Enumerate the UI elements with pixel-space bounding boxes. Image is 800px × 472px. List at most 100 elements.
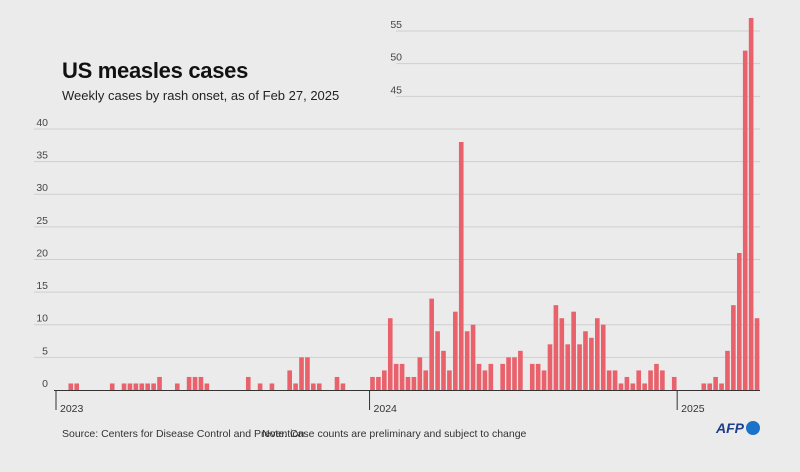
bar [595, 318, 600, 390]
y-tick-label: 45 [390, 84, 402, 96]
bar [139, 383, 145, 390]
y-tick-label: 30 [36, 182, 48, 194]
bar [618, 383, 624, 390]
bar [334, 376, 340, 390]
bar [405, 376, 411, 390]
bar [725, 350, 730, 390]
bar [387, 318, 393, 390]
bar [464, 331, 470, 390]
bar [458, 142, 464, 390]
bar [245, 376, 251, 390]
bar [589, 337, 594, 390]
y-tick-label: 15 [36, 280, 48, 292]
bar [174, 383, 180, 390]
y-tick-label: 10 [36, 313, 48, 325]
bar [482, 370, 488, 390]
bar [512, 357, 517, 390]
bar [399, 363, 405, 390]
bar [719, 383, 724, 390]
bar [624, 376, 630, 390]
bar [754, 318, 760, 390]
bar [376, 376, 381, 390]
bar [518, 350, 523, 390]
bar [305, 357, 310, 390]
y-tick-label: 35 [36, 150, 48, 162]
bar [648, 370, 653, 390]
bar [393, 363, 399, 390]
bar [636, 370, 642, 390]
bar [198, 376, 204, 390]
bar [535, 363, 541, 390]
bar [707, 383, 713, 390]
bar [470, 324, 476, 390]
bar [441, 350, 446, 390]
bar [612, 370, 618, 390]
bar [204, 383, 210, 390]
bar [186, 376, 192, 390]
bar [660, 370, 665, 390]
afp-logo: AFP [716, 420, 760, 436]
bar [565, 344, 571, 390]
chart-title: US measles cases [62, 58, 249, 83]
bar [731, 305, 736, 390]
bar [506, 357, 511, 390]
bar [145, 383, 151, 390]
bar [748, 18, 754, 390]
bar [453, 311, 458, 390]
y-tick-label: 0 [42, 378, 48, 390]
bar [257, 383, 263, 390]
bar [435, 331, 440, 390]
bar [736, 252, 742, 390]
bar [559, 318, 565, 390]
bar [68, 383, 74, 390]
bar [577, 344, 582, 390]
x-tick-label: 2024 [374, 403, 398, 415]
afp-logo-text: AFP [716, 420, 744, 436]
bar [701, 383, 707, 390]
bar [429, 298, 434, 390]
bar [133, 383, 139, 390]
bar [654, 363, 659, 390]
bar [488, 363, 494, 390]
bar [541, 370, 547, 390]
bar [553, 305, 559, 390]
bar [671, 376, 677, 390]
bar [476, 363, 482, 390]
bar [370, 376, 375, 390]
bar [600, 324, 606, 390]
x-tick-label: 2023 [60, 403, 84, 415]
bar [269, 383, 275, 390]
bar [340, 383, 346, 390]
bar [529, 363, 535, 390]
bar [109, 383, 115, 390]
bar [417, 357, 423, 390]
bar [423, 370, 429, 390]
bar [447, 370, 452, 390]
bar [74, 383, 80, 390]
bar [742, 50, 748, 390]
bar [547, 344, 553, 390]
bar [311, 383, 316, 390]
y-tick-label: 20 [36, 247, 48, 259]
bar [293, 383, 298, 390]
bar [151, 383, 156, 390]
bar [713, 376, 718, 390]
bar [411, 376, 417, 390]
bar [500, 363, 505, 390]
bar [287, 370, 292, 390]
bar [642, 383, 647, 390]
y-tick-label: 5 [42, 345, 48, 357]
disclaimer-note: Note: Case counts are preliminary and su… [262, 428, 527, 440]
bar [192, 376, 198, 390]
chart-subtitle: Weekly cases by rash onset, as of Feb 27… [62, 88, 340, 103]
y-tick-label: 50 [390, 52, 402, 64]
bar [571, 311, 576, 390]
bar [127, 383, 133, 390]
bar [630, 383, 636, 390]
bar [583, 331, 588, 390]
bar [606, 370, 612, 390]
y-tick-label: 40 [36, 117, 48, 129]
bar [157, 376, 162, 390]
bar [316, 383, 322, 390]
